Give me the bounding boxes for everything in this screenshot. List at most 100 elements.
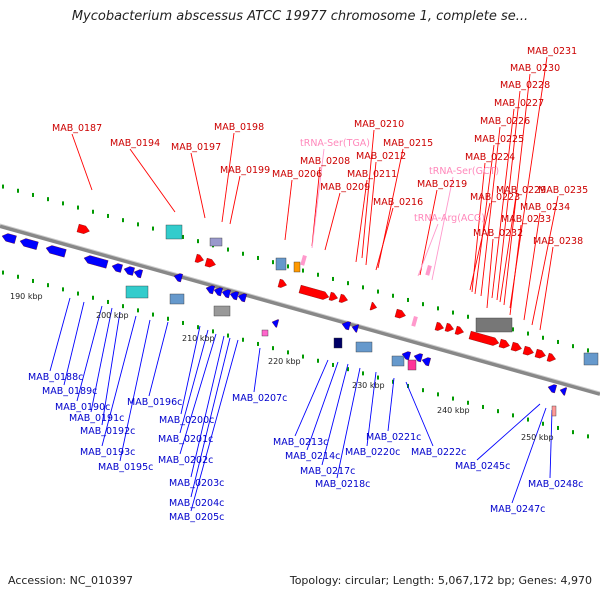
scale-label: 230 kbp <box>352 381 385 390</box>
callout-line <box>311 166 321 247</box>
feature-box <box>209 237 223 247</box>
tick-mark <box>107 213 109 218</box>
callout-line <box>311 148 325 249</box>
gene-label-forward: MAB_0212 <box>356 151 406 162</box>
callout-line <box>539 246 554 331</box>
tick-mark <box>437 392 439 397</box>
forward-gene-arrow <box>498 338 510 349</box>
callout-line <box>531 195 559 326</box>
gene-label-reverse: MAB_0190c <box>55 402 110 413</box>
tick-mark <box>152 312 154 317</box>
gene-label-forward: MAB_0208 <box>300 156 350 167</box>
callout-line <box>366 371 377 447</box>
gene-label-forward: MAB_0226 <box>480 116 530 127</box>
tick-mark <box>377 289 379 294</box>
reverse-gene-arrow <box>413 353 423 363</box>
feature-box <box>125 285 149 299</box>
map-title: Mycobacterium abscessus ATCC 19977 chrom… <box>71 9 529 24</box>
tick-mark <box>47 197 49 202</box>
callout-line <box>101 311 121 426</box>
tick-mark <box>287 264 289 269</box>
reverse-gene-arrow <box>83 255 109 269</box>
feature-box <box>407 359 417 371</box>
callout-line <box>499 195 517 303</box>
callout-line <box>417 223 439 277</box>
tick-mark <box>137 308 139 313</box>
callout-line <box>509 224 522 316</box>
forward-gene-arrow <box>534 348 546 359</box>
reverse-gene-arrow <box>173 273 183 283</box>
tick-mark <box>77 205 79 210</box>
scale-label: 220 kbp <box>268 357 301 366</box>
tick-mark <box>512 413 514 418</box>
callout-line <box>387 377 395 432</box>
tick-mark <box>512 327 514 332</box>
forward-gene-arrow <box>369 301 378 311</box>
callout-lines <box>49 56 559 512</box>
gene-label-reverse: MAB_0200c <box>159 415 214 426</box>
scale-label: 210 kbp <box>182 334 215 343</box>
callout-line <box>491 108 515 299</box>
reverse-gene-arrow <box>271 319 280 328</box>
reverse-gene-arrow <box>205 285 215 295</box>
forward-gene-arrow <box>76 223 90 234</box>
tick-mark <box>62 287 64 292</box>
tick-mark <box>332 276 334 281</box>
feature-box <box>275 257 287 271</box>
tick-mark <box>302 354 304 359</box>
feature-box <box>355 341 373 353</box>
forward-gene-arrow <box>522 345 534 356</box>
reverse-gene-arrow <box>1 233 17 244</box>
tick-mark <box>92 209 94 214</box>
tick-mark <box>32 192 34 197</box>
feature-box <box>261 329 269 337</box>
feature-box <box>165 224 183 240</box>
tick-mark <box>227 247 229 252</box>
reverse-gene-arrow <box>221 289 231 299</box>
gene-label-forward: MAB_0215 <box>383 138 433 149</box>
gene-label-reverse: MAB_0192c <box>80 426 135 437</box>
callout-line <box>523 212 541 321</box>
gene-label-reverse: MAB_0193c <box>80 447 135 458</box>
callout-line <box>405 381 434 447</box>
feature-box <box>169 293 185 305</box>
gene-label-reverse: MAB_0248c <box>528 479 583 490</box>
tick-mark <box>77 291 79 296</box>
tick-mark <box>587 434 589 439</box>
callout-line <box>294 359 329 437</box>
reverse-gene-arrow <box>123 266 135 276</box>
tick-mark <box>137 222 139 227</box>
callout-line <box>63 301 85 386</box>
reverse-gene-arrow <box>213 287 223 297</box>
scale-label: 190 kbp <box>10 292 43 301</box>
tick-mark <box>47 283 49 288</box>
gene-label-forward: MAB_0187 <box>52 123 102 134</box>
callout-line <box>471 162 486 293</box>
callout-line <box>179 329 209 434</box>
callout-line <box>253 347 261 393</box>
reverse-gene-arrow <box>547 384 557 394</box>
tick-mark <box>407 297 409 302</box>
feature-box <box>333 337 343 349</box>
gene-label-forward: MAB_0232 <box>473 228 523 239</box>
trna-glyph <box>425 265 432 276</box>
tick-mark <box>347 281 349 286</box>
callout-line <box>129 148 176 213</box>
gene-label-forward: MAB_0230 <box>510 63 560 74</box>
tick-mark <box>182 320 184 325</box>
gene-label-forward: MAB_0210 <box>354 119 404 130</box>
tick-mark <box>257 255 259 260</box>
callout-line <box>284 179 293 241</box>
callout-line <box>229 175 241 225</box>
forward-gene-arrow <box>510 341 522 352</box>
reverse-gene-arrow <box>421 357 431 367</box>
callout-line <box>480 126 501 297</box>
genome-backbone-highlight <box>0 223 600 393</box>
tick-mark <box>572 430 574 435</box>
tick-mark <box>2 184 4 189</box>
callout-line <box>190 152 206 219</box>
gene-label-forward: MAB_0234 <box>520 202 570 213</box>
gene-label-forward: MAB_0223 <box>470 192 520 203</box>
gene-label-reverse: MAB_0220c <box>345 447 400 458</box>
callout-line <box>321 363 349 466</box>
